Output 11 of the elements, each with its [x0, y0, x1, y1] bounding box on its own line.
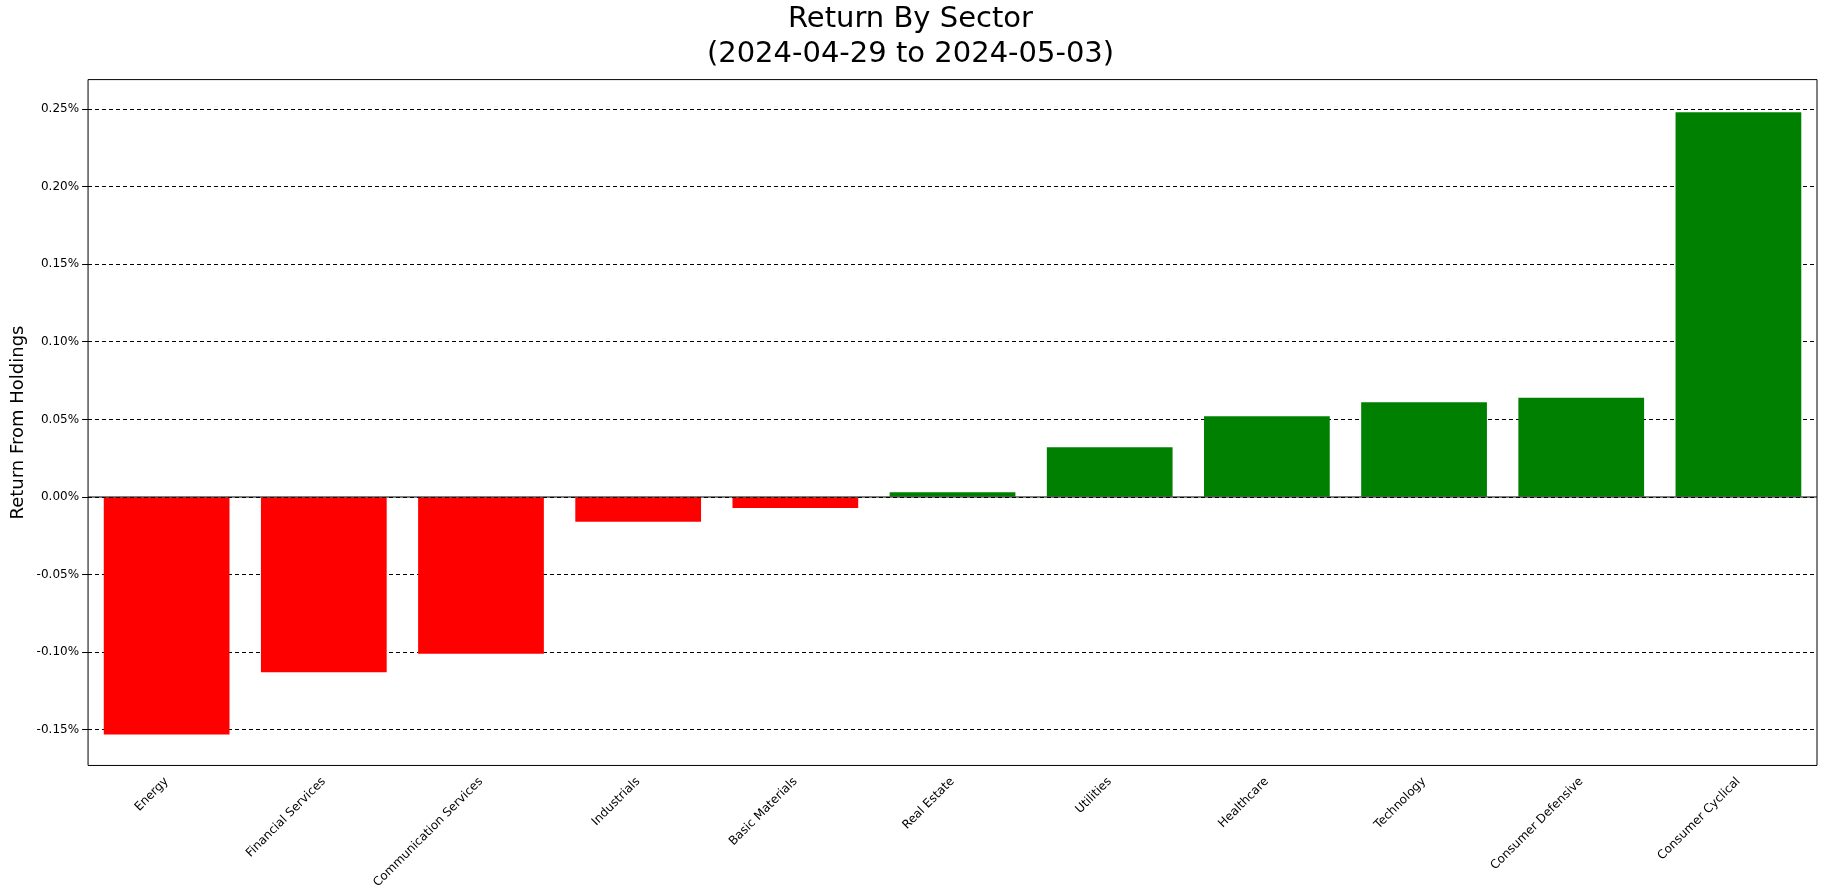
- y-tick-label: 0.10%: [40, 333, 80, 348]
- y-tick-label: 0.15%: [40, 256, 80, 271]
- y-axis-title: Return From Holdings: [6, 325, 28, 520]
- y-tick-label: -0.10%: [36, 644, 80, 659]
- y-tick-label: -0.05%: [36, 566, 80, 581]
- y-tick-label: 0.05%: [40, 411, 80, 426]
- chart-title: Return By Sector (2024-04-29 to 2024-05-03): [706, 0, 1115, 69]
- y-tick-label: 0.20%: [40, 178, 80, 193]
- y-tick-label: -0.15%: [36, 721, 80, 736]
- y-tick-label: 0.25%: [40, 101, 80, 116]
- y-tick-label: 0.00%: [40, 489, 80, 504]
